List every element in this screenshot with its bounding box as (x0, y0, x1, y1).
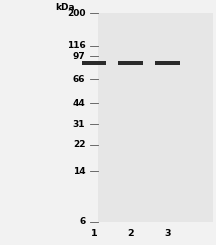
Text: 116: 116 (67, 41, 85, 50)
Text: 6: 6 (79, 217, 85, 226)
Text: 66: 66 (73, 75, 85, 84)
Text: 2: 2 (127, 230, 134, 238)
Text: kDa: kDa (55, 3, 75, 12)
Text: 14: 14 (73, 167, 85, 176)
Text: 97: 97 (73, 52, 85, 61)
Bar (82, 61, 106, 65)
Text: 3: 3 (164, 230, 171, 238)
Text: 31: 31 (73, 120, 85, 129)
Text: 1: 1 (91, 230, 97, 238)
Text: 44: 44 (73, 99, 85, 108)
Bar (155, 61, 180, 65)
Text: 200: 200 (67, 9, 85, 18)
Bar (98, 13, 213, 222)
Text: 22: 22 (73, 140, 85, 149)
Bar (118, 61, 143, 65)
